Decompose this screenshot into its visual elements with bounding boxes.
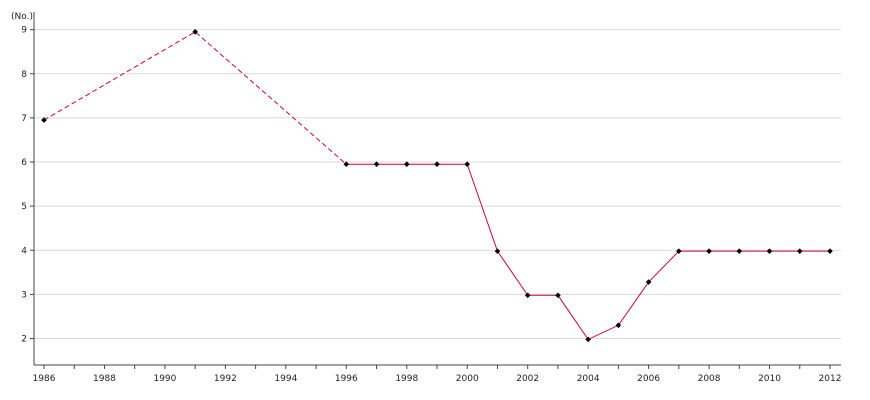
data-point-2005 bbox=[615, 322, 622, 329]
x-tick-label: 2006 bbox=[637, 374, 660, 384]
y-tick-label: 5 bbox=[21, 202, 27, 212]
x-tick-label: 2002 bbox=[516, 374, 539, 384]
series-lines bbox=[43, 31, 830, 341]
data-point-1999 bbox=[434, 161, 440, 168]
y-tick-label: 7 bbox=[21, 114, 27, 124]
series-markers bbox=[41, 29, 833, 343]
axes bbox=[30, 12, 841, 369]
x-tick-label: 2010 bbox=[758, 374, 781, 384]
x-tick-label: 1992 bbox=[214, 374, 237, 384]
data-point-1997 bbox=[373, 161, 380, 168]
tick-labels: 2 3 4 5 6 7 8 9 1986 1988 1990 1992 1994 1996 1998 2000… bbox=[21, 26, 841, 384]
y-tick-label: 6 bbox=[21, 158, 27, 168]
data-point-2009 bbox=[736, 248, 743, 254]
x-tick-label: 2000 bbox=[456, 374, 479, 384]
data-point-2008 bbox=[706, 248, 712, 254]
x-tick-label: 1998 bbox=[395, 374, 418, 384]
y-unit-label: (No.) bbox=[11, 12, 33, 22]
data-point-1986 bbox=[41, 117, 47, 123]
x-tick-label: 1986 bbox=[33, 374, 56, 384]
series-line-solid bbox=[346, 163, 830, 341]
data-point-2012 bbox=[827, 248, 833, 254]
x-tick-label: 2012 bbox=[819, 374, 842, 384]
y-tick-label: 9 bbox=[21, 26, 27, 36]
x-tick-label: 2004 bbox=[577, 374, 600, 384]
data-point-2003 bbox=[555, 292, 561, 299]
y-tick-label: 8 bbox=[21, 70, 27, 80]
data-point-1998 bbox=[403, 161, 410, 168]
x-tick-label: 1994 bbox=[274, 374, 297, 384]
data-point-2002 bbox=[524, 292, 531, 299]
gridlines bbox=[34, 29, 841, 340]
series-line-dashed bbox=[43, 31, 347, 165]
data-point-2000 bbox=[464, 161, 471, 168]
x-tick-label: 1990 bbox=[153, 374, 176, 384]
data-point-2004 bbox=[585, 336, 591, 343]
x-tick-label: 1996 bbox=[335, 374, 358, 384]
x-tick-label: 2008 bbox=[698, 374, 721, 384]
data-point-2010 bbox=[766, 248, 773, 254]
data-point-2001 bbox=[494, 248, 501, 254]
y-tick-label: 4 bbox=[21, 246, 27, 256]
data-point-2006 bbox=[645, 279, 652, 285]
y-tick-label: 2 bbox=[21, 335, 27, 345]
x-tick-label: 1988 bbox=[93, 374, 116, 384]
data-point-2011 bbox=[796, 248, 803, 254]
data-point-1996 bbox=[343, 161, 350, 168]
data-point-2007 bbox=[676, 248, 682, 254]
y-tick-label: 3 bbox=[21, 290, 27, 300]
data-point-1991 bbox=[192, 29, 198, 35]
